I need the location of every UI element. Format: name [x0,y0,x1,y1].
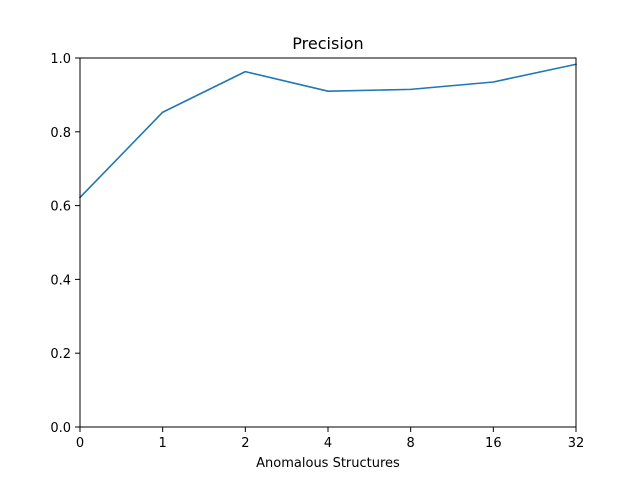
x-tick-label: 1 [159,436,167,451]
x-tick-label: 0 [76,436,84,451]
x-axis: 0 1 2 4 8 16 32 [76,427,584,451]
plot-frame [79,57,577,428]
x-tick-label: 8 [407,436,415,451]
y-tick-label: 0.8 [50,126,71,141]
chart-title: Precision [292,34,363,53]
y-tick-label: 1.0 [50,52,71,67]
y-tick-label: 0.0 [50,421,71,436]
x-axis-title: Anomalous Structures [256,456,400,471]
y-axis: 0.0 0.2 0.4 0.6 0.8 1.0 [50,52,80,436]
y-tick-label: 0.4 [50,273,71,288]
x-tick-label: 2 [241,436,249,451]
x-tick-label: 4 [324,436,332,451]
x-tick-label: 32 [568,436,585,451]
y-tick-label: 0.6 [50,200,71,215]
y-tick-label: 0.2 [50,347,71,362]
x-tick-label: 16 [485,436,502,451]
